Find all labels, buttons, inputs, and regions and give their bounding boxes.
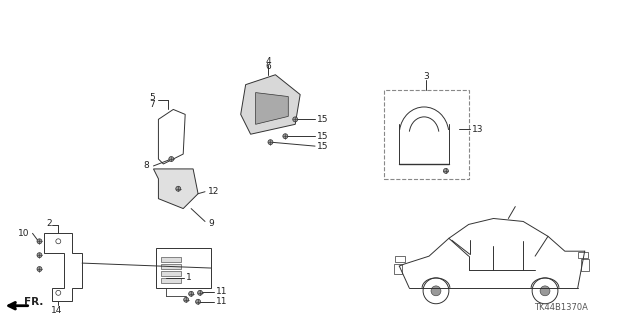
Circle shape <box>431 286 441 296</box>
Text: 2: 2 <box>47 219 52 228</box>
Bar <box>161 271 181 276</box>
Text: TK44B1370A: TK44B1370A <box>534 303 588 312</box>
Text: 15: 15 <box>317 142 328 151</box>
Bar <box>580 259 589 271</box>
Circle shape <box>292 117 298 122</box>
Text: 12: 12 <box>208 187 220 196</box>
Polygon shape <box>255 93 288 124</box>
Text: 13: 13 <box>472 125 483 134</box>
Circle shape <box>37 239 42 244</box>
Text: 4: 4 <box>266 57 271 66</box>
Bar <box>578 252 588 258</box>
Circle shape <box>268 140 273 145</box>
Text: 14: 14 <box>51 306 62 315</box>
Circle shape <box>283 134 288 139</box>
Text: 5: 5 <box>150 93 156 102</box>
Circle shape <box>169 157 174 161</box>
Bar <box>161 264 181 269</box>
Bar <box>385 90 468 179</box>
Text: 15: 15 <box>317 115 328 124</box>
Bar <box>396 256 405 262</box>
Circle shape <box>540 286 550 296</box>
Circle shape <box>176 186 180 191</box>
Text: 7: 7 <box>150 100 156 109</box>
Text: 10: 10 <box>18 229 29 238</box>
Bar <box>394 264 403 274</box>
Text: 1: 1 <box>186 273 192 282</box>
Text: 9: 9 <box>208 219 214 228</box>
FancyArrowPatch shape <box>8 302 28 310</box>
Circle shape <box>444 168 449 174</box>
Text: 6: 6 <box>266 62 271 71</box>
Text: 8: 8 <box>144 161 150 170</box>
Circle shape <box>184 297 189 302</box>
Bar <box>161 257 181 262</box>
Bar <box>156 248 211 288</box>
Polygon shape <box>154 169 198 209</box>
Polygon shape <box>241 75 300 134</box>
Circle shape <box>196 299 200 304</box>
Circle shape <box>189 291 194 296</box>
Bar <box>161 278 181 283</box>
Circle shape <box>198 290 202 295</box>
Text: FR.: FR. <box>24 297 43 307</box>
Text: 11: 11 <box>216 287 227 296</box>
Text: 15: 15 <box>317 132 328 141</box>
Text: 11: 11 <box>216 297 227 306</box>
Circle shape <box>37 253 42 258</box>
Text: 3: 3 <box>423 72 429 81</box>
Circle shape <box>37 267 42 271</box>
